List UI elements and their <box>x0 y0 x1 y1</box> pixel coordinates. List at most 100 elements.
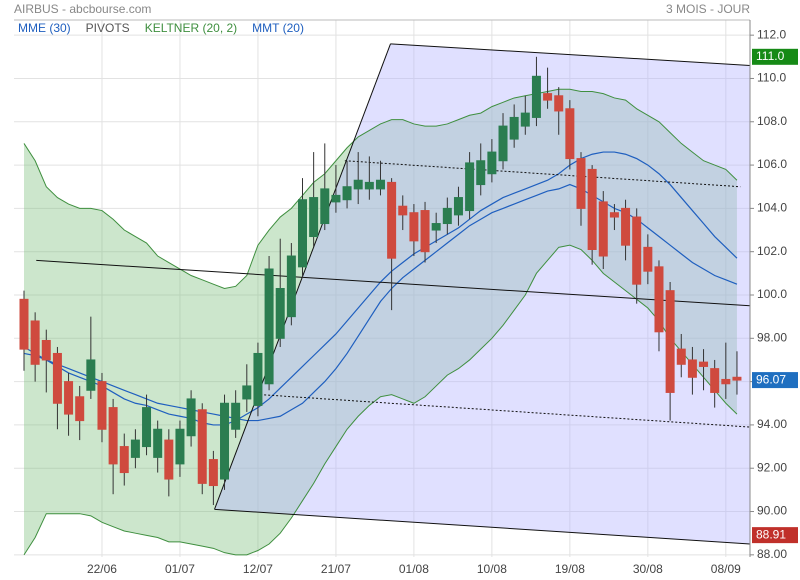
candle-body <box>242 385 252 400</box>
candle-body <box>398 205 408 216</box>
y-tick-label: 92.00 <box>757 460 787 474</box>
candle-body <box>465 162 475 212</box>
candle-body <box>298 199 307 268</box>
candle-body <box>576 158 586 209</box>
x-tick-label: 21/07 <box>321 562 351 576</box>
x-tick-label: 01/08 <box>399 562 429 576</box>
candle-body <box>342 186 352 201</box>
legend-entry: KELTNER (20, 2) <box>145 21 237 35</box>
price-badge <box>752 372 798 389</box>
candle-body <box>554 95 564 112</box>
candle-body <box>431 223 441 231</box>
candle-body <box>531 75 541 118</box>
candle-body <box>565 108 575 160</box>
candle-body <box>153 428 163 458</box>
x-tick-label: 01/07 <box>165 562 195 576</box>
pivot-channel-fill <box>214 43 750 544</box>
candle-body <box>164 439 174 480</box>
candle-body <box>409 212 419 242</box>
candle-body <box>320 188 330 225</box>
legend-entry: MME (30) <box>18 21 71 35</box>
keltner-lower <box>23 244 738 556</box>
candle-body <box>509 116 519 140</box>
candle-body <box>175 428 185 465</box>
y-tick-label: 88.00 <box>757 547 787 561</box>
candle-body <box>208 459 218 487</box>
candle-body <box>665 290 675 393</box>
candle-body <box>676 348 686 365</box>
moving-average-line <box>23 183 738 422</box>
candle-body <box>353 179 363 190</box>
y-tick-label: 98.00 <box>757 330 787 344</box>
y-tick-label: 112.0 <box>757 27 786 41</box>
candle-body <box>598 201 608 257</box>
candle-body <box>30 320 40 365</box>
candle-body <box>142 407 152 448</box>
candle-body <box>197 409 207 484</box>
candle-body <box>275 288 285 339</box>
candle-body <box>364 181 374 190</box>
price-badge-label: 96.07 <box>756 372 786 386</box>
candle-body <box>721 378 731 385</box>
pivot-line <box>36 259 750 307</box>
y-tick-label: 90.00 <box>757 504 787 518</box>
candle-body <box>86 359 96 391</box>
price-badge-label: 88.91 <box>756 527 786 541</box>
price-badge <box>752 527 798 544</box>
candle-body <box>19 298 29 350</box>
legend-entry: PIVOTS <box>86 21 130 35</box>
candle-body <box>52 352 62 404</box>
candle-body <box>41 339 51 361</box>
legend: MME (30) PIVOTS KELTNER (20, 2) MMT (20) <box>18 21 304 35</box>
pivot-line <box>390 43 750 66</box>
price-badge-label: 111.0 <box>756 49 785 63</box>
candle-body <box>453 197 463 216</box>
candle-body <box>699 361 709 367</box>
candle-body <box>732 376 742 381</box>
keltner-upper <box>23 88 738 290</box>
candle-body <box>543 93 553 101</box>
candle-body <box>186 398 196 437</box>
y-tick-label: 104.0 <box>757 201 787 215</box>
candle-body <box>621 207 631 246</box>
x-tick-label: 10/08 <box>477 562 507 576</box>
candle-body <box>108 407 118 465</box>
candle-body <box>587 168 597 251</box>
price-badge <box>752 48 798 65</box>
candle-body <box>331 194 341 203</box>
x-tick-label: 30/08 <box>633 562 663 576</box>
candle-body <box>632 216 642 285</box>
candle-body <box>130 439 140 458</box>
candle-body <box>498 125 508 162</box>
candle-body <box>119 446 129 474</box>
legend-entry: MMT (20) <box>252 21 304 35</box>
candle-body <box>643 246 653 272</box>
y-tick-label: 94.00 <box>757 417 787 431</box>
y-tick-label: 102.0 <box>757 244 787 258</box>
x-tick-label: 08/09 <box>711 562 741 576</box>
x-tick-label: 12/07 <box>243 562 273 576</box>
y-tick-label: 108.0 <box>757 114 787 128</box>
pivot-line <box>214 508 750 545</box>
x-tick-label: 19/08 <box>555 562 585 576</box>
candle-body <box>253 352 263 406</box>
header-bar <box>0 0 800 20</box>
candle-body <box>264 268 274 385</box>
candle-body <box>487 151 497 175</box>
candle-body <box>97 381 107 430</box>
candle-body <box>476 160 486 186</box>
y-tick-label: 100.0 <box>757 287 787 301</box>
candle-body <box>710 368 720 393</box>
candle-body <box>231 402 241 430</box>
candle-body <box>687 359 697 378</box>
candle-body <box>220 402 230 480</box>
candle-body <box>520 112 530 127</box>
chart-title: AIRBUS - abcbourse.com <box>14 2 151 16</box>
plot-area <box>14 20 750 557</box>
y-tick-label: 106.0 <box>757 157 787 171</box>
candle-body <box>387 181 397 259</box>
axis-group: 88.0090.0092.0094.0096.0098.00100.0102.0… <box>87 27 798 576</box>
candle-body <box>442 207 452 225</box>
candle-body <box>75 396 85 422</box>
